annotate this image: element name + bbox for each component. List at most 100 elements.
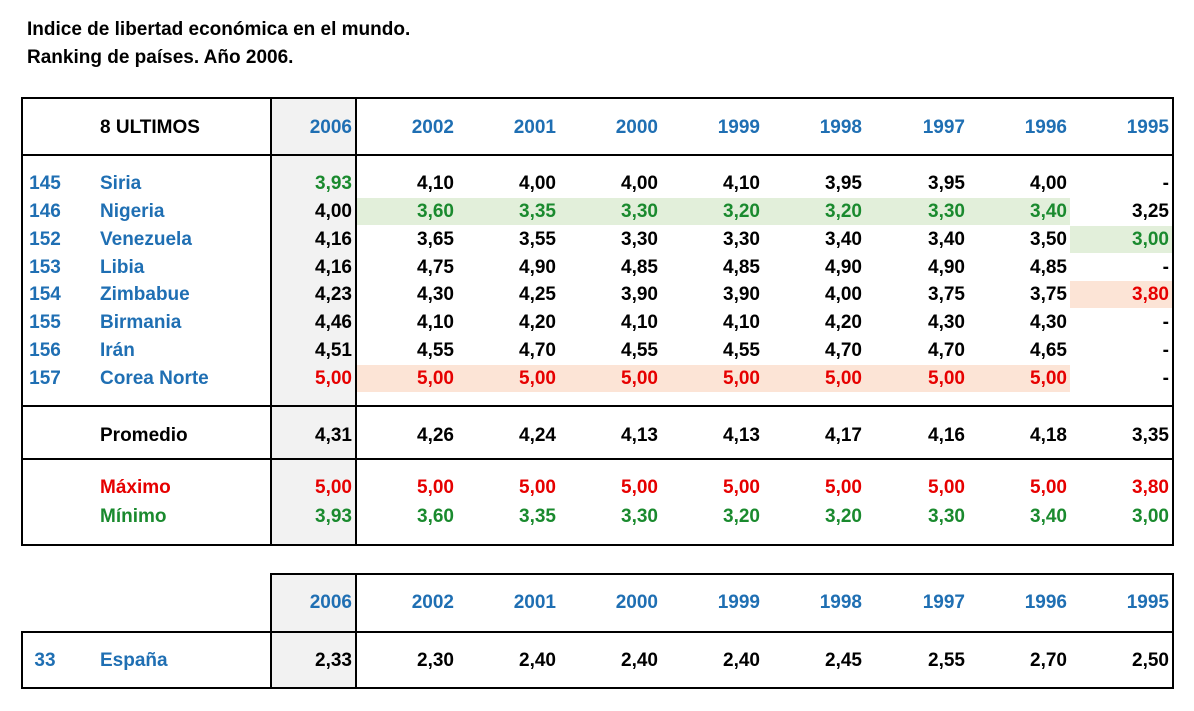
value-cell: 5,00 (315, 367, 352, 389)
value-cell: 4,17 (825, 425, 862, 446)
divider (21, 458, 1174, 460)
value-cell: 5,00 (621, 477, 658, 498)
value-cell: 3,93 (315, 173, 352, 194)
value-cell: 2,40 (621, 650, 658, 671)
promedio-label: Promedio (100, 425, 188, 446)
year-header: 2002 (411, 117, 454, 138)
value-cell: 4,55 (621, 340, 658, 362)
value-cell: 4,70 (825, 340, 862, 362)
value-cell: 2,45 (825, 650, 862, 671)
value-cell: 3,80 (1132, 284, 1169, 306)
value-cell: 5,00 (519, 367, 556, 389)
page-subtitle: Ranking de países. Año 2006. (27, 47, 294, 68)
year-header: 1998 (819, 117, 862, 138)
value-cell: 4,00 (315, 200, 352, 222)
value-cell: 4,70 (928, 340, 965, 362)
year-header: 2000 (615, 117, 658, 138)
value-cell: 5,00 (928, 477, 965, 498)
rank: 152 (29, 228, 61, 250)
value-cell: 4,20 (825, 312, 862, 334)
table-row: 155 Birmania 4,46 4,10 4,20 4,10 4,10 4,20 4,30 4… (0, 309, 1194, 336)
value-cell: 3,20 (825, 506, 862, 527)
value-cell: 3,35 (1132, 425, 1169, 446)
rank: 157 (29, 367, 61, 389)
value-cell: 4,00 (519, 173, 556, 194)
value-cell: 3,30 (928, 200, 965, 222)
rank: 156 (29, 340, 61, 362)
value-cell: - (1162, 367, 1169, 389)
country-name: Irán (100, 340, 135, 362)
year-header: 1996 (1024, 117, 1067, 138)
value-cell: 5,00 (519, 477, 556, 498)
value-cell: 4,85 (723, 256, 760, 278)
value-cell: 4,00 (621, 173, 658, 194)
table-row: 153 Libia 4,16 4,75 4,90 4,85 4,85 4,90 4,90 4,85… (0, 254, 1194, 281)
minimo-label: Mínimo (100, 506, 167, 527)
value-cell: 3,25 (1132, 200, 1169, 222)
value-cell: - (1162, 173, 1169, 194)
year-header: 1999 (717, 117, 760, 138)
value-cell: 4,16 (315, 228, 352, 250)
value-cell: 4,20 (519, 312, 556, 334)
value-cell: 5,00 (723, 367, 760, 389)
divider (270, 97, 272, 546)
value-cell: 4,10 (723, 312, 760, 334)
table-row: 156 Irán 4,51 4,55 4,70 4,55 4,55 4,70 4,70 4,65 - (0, 337, 1194, 364)
value-cell: 4,23 (315, 284, 352, 306)
value-cell: 3,35 (519, 506, 556, 527)
bottom-table-header: 2006 2002 2001 2000 1999 1998 1997 1996 1995 (0, 589, 1194, 616)
year-header: 1998 (819, 592, 862, 613)
value-cell: 4,30 (417, 284, 454, 306)
value-cell: 2,40 (723, 650, 760, 671)
year-header: 2000 (615, 592, 658, 613)
value-cell: 3,00 (1132, 228, 1169, 250)
country-name: Siria (100, 173, 142, 194)
divider (21, 405, 1174, 407)
value-cell: 3,75 (928, 284, 965, 306)
value-cell: 5,00 (928, 367, 965, 389)
highlight-venezuela-minimum (1070, 226, 1172, 253)
value-cell: 4,46 (315, 312, 352, 334)
year-header: 1997 (922, 117, 965, 138)
value-cell: 3,95 (928, 173, 965, 194)
value-cell: - (1162, 340, 1169, 362)
value-cell: 5,00 (315, 477, 352, 498)
year-header: 1995 (1126, 592, 1169, 613)
highlight-column-2006 (272, 98, 355, 545)
value-cell: 5,00 (1030, 367, 1067, 389)
country-name: Zimbabue (100, 284, 190, 306)
year-header: 2001 (513, 592, 556, 613)
value-cell: 4,24 (519, 425, 556, 446)
value-cell: 4,85 (1030, 256, 1067, 278)
value-cell: 5,00 (1030, 477, 1067, 498)
country-name: Corea Norte (100, 367, 209, 389)
rank: 146 (29, 200, 61, 222)
header-label: 8 ULTIMOS (100, 117, 200, 138)
highlight-nigeria-minimum (356, 198, 1070, 225)
value-cell: 4,85 (621, 256, 658, 278)
value-cell: 3,65 (417, 228, 454, 250)
year-header: 2002 (411, 592, 454, 613)
value-cell: 3,80 (1132, 477, 1169, 498)
country-name: Nigeria (100, 200, 165, 222)
value-cell: 3,40 (1030, 200, 1067, 222)
value-cell: 3,75 (1030, 284, 1067, 306)
value-cell: 4,10 (723, 173, 760, 194)
value-cell: 2,70 (1030, 650, 1067, 671)
value-cell: 3,00 (1132, 506, 1169, 527)
value-cell: 4,16 (315, 256, 352, 278)
table-row: 152 Venezuela 4,16 3,65 3,55 3,30 3,30 3,40 3,40… (0, 226, 1194, 253)
year-header: 2006 (309, 117, 352, 138)
page-title: Indice de libertad económica en el mundo… (27, 19, 411, 40)
country-name: España (100, 650, 168, 671)
value-cell: 3,35 (519, 200, 556, 222)
rank: 155 (29, 312, 61, 334)
value-cell: 3,60 (417, 506, 454, 527)
value-cell: 2,30 (417, 650, 454, 671)
year-header: 1997 (922, 592, 965, 613)
value-cell: 4,25 (519, 284, 556, 306)
country-name: Birmania (100, 312, 182, 334)
table-row: 146 Nigeria 4,00 3,60 3,35 3,30 3,20 3,20 3,30 3,… (0, 198, 1194, 225)
value-cell: 4,13 (723, 425, 760, 446)
divider (270, 573, 1174, 575)
